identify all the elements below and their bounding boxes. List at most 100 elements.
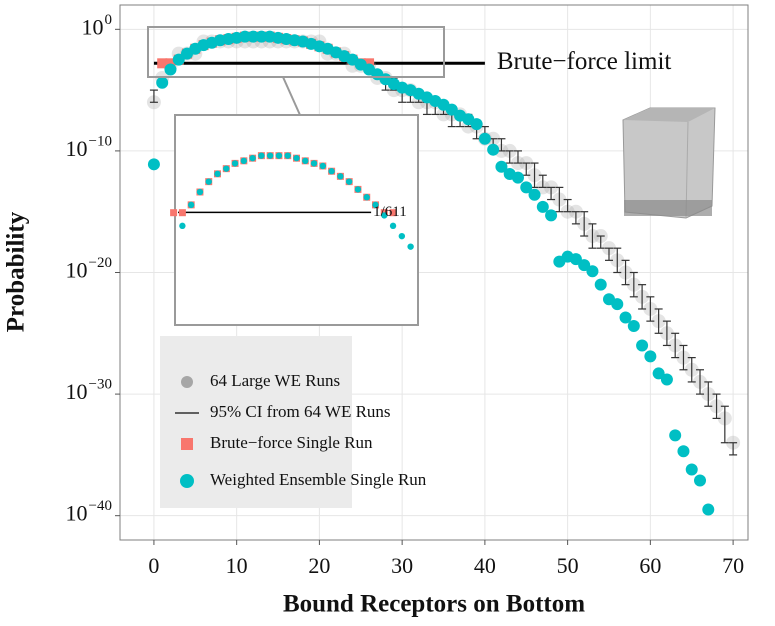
legend-label: 64 Large WE Runs [210,371,340,390]
ci-bar [522,162,531,176]
ci-bar [563,198,572,213]
we-point [240,157,248,165]
we-point [249,154,256,162]
bf-point [389,209,397,217]
ci-bar [588,223,597,249]
we-point [156,76,169,89]
y-tick-exponent: −30 [89,377,112,393]
we-point [187,201,195,209]
ci-bar [505,150,514,164]
we-point [702,503,715,516]
we-point [652,367,665,380]
we-point [223,165,230,172]
we-point [284,152,291,159]
legend-swatch [181,438,193,450]
ci-bar [646,296,655,322]
we-point [520,181,533,194]
data-layer: Brute−force limit [146,30,741,516]
we-point [487,143,500,156]
y-tick-exponent: −10 [89,133,112,149]
we-point [179,222,186,230]
we-point [255,30,268,43]
ci-bar [621,259,630,286]
we-point [354,186,362,193]
ci-bar [687,357,696,383]
ci-bar [704,381,713,407]
we-point [214,170,221,178]
ci-bar [629,271,638,298]
x-tick-label: 40 [474,553,496,578]
x-tick-label: 50 [557,553,579,578]
ci-bar [149,89,158,103]
ci-bar [679,344,688,371]
x-tick-label: 10 [226,553,248,578]
ci-bar [654,308,663,334]
we-point [293,154,300,162]
legend-label: Weighted Ensemble Single Run [210,470,427,489]
we-point [205,178,212,185]
legend-label: Brute−force Single Run [210,433,373,452]
we-point [445,103,458,116]
ci-bar [547,186,556,201]
limit-label: 1/611 [373,204,407,220]
we-point [478,132,491,145]
bf-point [364,58,375,69]
we-point [389,222,397,230]
ci-bar [580,211,589,237]
y-tick-label: 10 [66,379,88,404]
we-point [231,160,239,167]
we-point [569,253,582,266]
legend: 64 Large WE Runs 95% CI from 64 WE Runs Br… [175,371,427,489]
we-point [319,162,327,170]
x-tick-label: 60 [639,553,661,578]
we-point [196,188,204,196]
we-point [407,243,414,250]
inset-panel [174,114,419,326]
we-point [677,445,690,458]
cube-top [623,108,715,122]
inset-layer: 1/611 [170,152,414,250]
ci-bar [613,247,622,274]
ci-bar [538,174,547,188]
x-tick-label: 30 [391,553,413,578]
we-point [247,30,260,43]
we-point [164,63,177,76]
legend-swatch [181,376,193,388]
we-point [302,157,309,165]
y-tick-label: 10 [82,14,104,39]
ci-bar [604,247,613,261]
we-point [363,194,370,201]
legend-label: 95% CI from 64 WE Runs [210,402,391,421]
we-point [536,200,549,213]
we-point [372,201,379,209]
we-point [275,152,283,159]
bf-point [157,58,168,69]
we-point [685,463,698,476]
we-point [495,160,508,173]
y-tick-label: 10 [66,136,88,161]
we-point [669,429,682,442]
we-point [266,152,274,159]
we-point [660,373,673,386]
ci-bar [513,150,522,164]
we-point [345,178,353,185]
ci-bar [638,284,647,310]
we-point [545,209,558,222]
we-point [586,265,599,278]
we-point [627,319,640,332]
we-point [644,350,657,363]
we-point [578,259,591,272]
we-point [611,298,624,311]
legend-swatch [180,474,194,488]
zoom-connector [282,76,301,116]
we-point [398,232,406,240]
ci-bar [720,405,729,444]
zoom-box [147,26,445,78]
we-point [310,160,318,167]
bf-point [170,209,178,217]
we-point [328,168,335,175]
we-point [619,311,632,324]
ci-bar [729,442,738,456]
